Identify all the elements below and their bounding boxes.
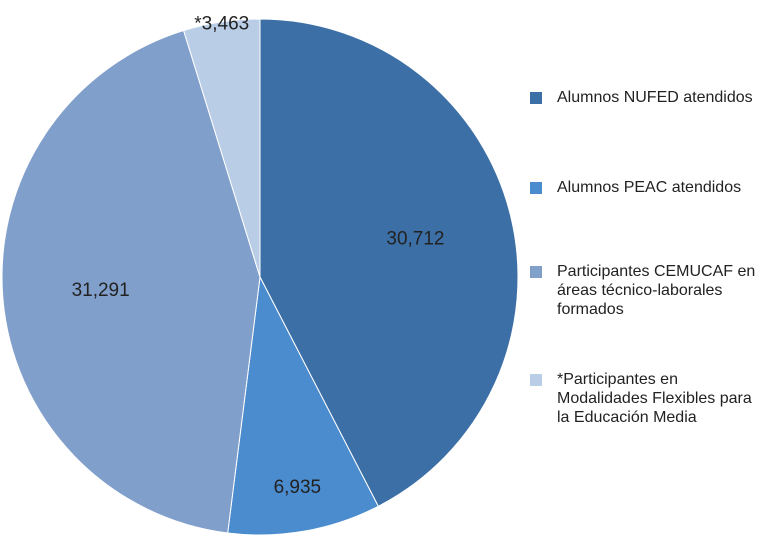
- pie-slice: [182, 18, 261, 278]
- legend-label: Alumnos NUFED atendidos: [557, 89, 753, 106]
- pie-slice: [259, 18, 519, 507]
- legend-swatch: [530, 266, 542, 278]
- data-label: *3,463: [194, 13, 249, 34]
- legend-label: Alumnos PEAC atendidos: [557, 179, 742, 196]
- pie-slice: [227, 275, 379, 536]
- legend-swatch: [530, 182, 542, 194]
- data-label: 6,935: [274, 477, 322, 498]
- legend-label: Participantes CEMUCAF en áreas técnico-l…: [557, 263, 756, 318]
- legend-swatch: [530, 374, 542, 386]
- legend-label: *Participantes en Modalidades Flexibles …: [557, 371, 752, 426]
- pie-slice: [1, 29, 261, 534]
- data-label: 30,712: [386, 228, 444, 249]
- legend-swatch: [530, 92, 542, 104]
- pie-area: 30,712 6,935 31,291 *3,463: [1, 13, 519, 536]
- data-label: 31,291: [72, 280, 130, 301]
